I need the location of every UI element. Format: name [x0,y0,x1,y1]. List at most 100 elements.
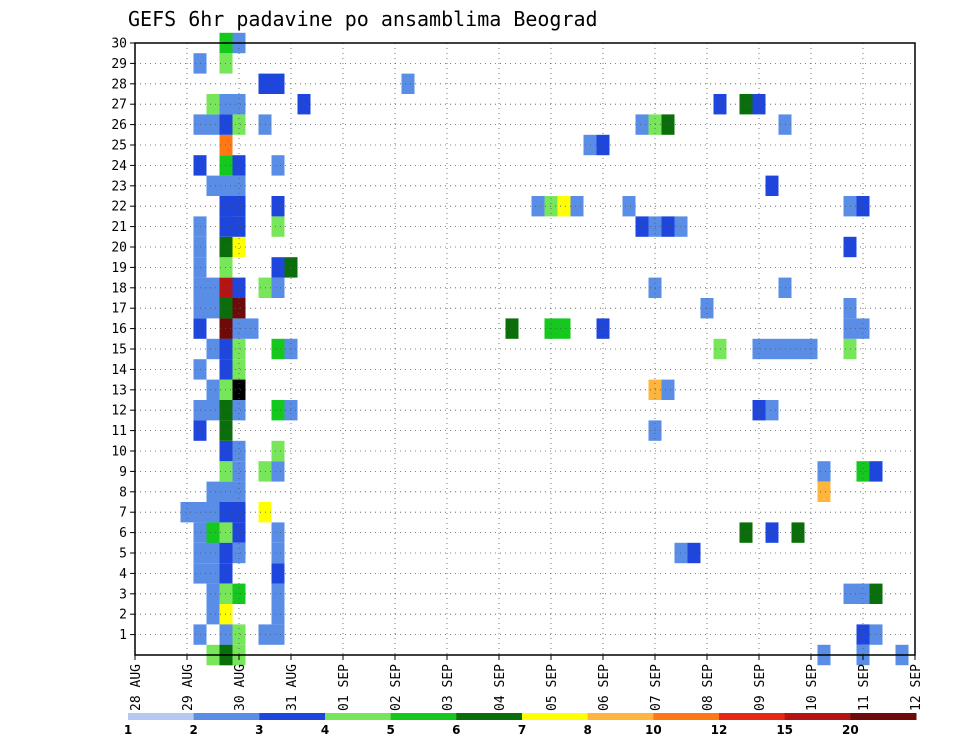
heatmap-cell [232,359,246,380]
heatmap-cell [817,481,831,502]
y-tick-label: 27 [111,98,127,113]
y-axis: 1234567891011121314151617181920212223242… [111,37,135,643]
heatmap-cell [232,216,246,237]
color-legend: 1 2 3 4 5 6 7 8 10 12 15 20 [124,713,917,737]
heatmap-cell [232,236,246,258]
heatmap-cell [570,196,584,217]
x-tick-label: 01 SEP [337,664,352,711]
heatmap-cell [635,216,649,237]
y-tick-label: 13 [111,383,127,398]
y-tick-label: 21 [111,220,127,235]
heatmap-cell [557,318,571,339]
y-tick-label: 9 [119,465,127,480]
y-tick-label: 8 [119,485,127,500]
heatmap-cell [856,196,870,217]
legend-label: 6 [452,723,460,737]
heatmap-cell [271,563,285,584]
heatmap-cell [752,94,766,115]
heatmap-cell [271,277,285,298]
heatmap-cell [661,216,675,237]
legend-swatch [259,713,326,720]
y-tick-label: 16 [111,322,127,337]
y-tick-label: 1 [119,628,127,643]
y-tick-label: 4 [119,567,127,582]
y-tick-label: 29 [111,57,127,72]
x-tick-label: 29 AUG [181,664,196,711]
heatmap-cell [271,440,285,462]
heatmap-cell [206,583,220,604]
heatmap-cell [661,114,675,135]
heatmap-cell [531,196,545,217]
heatmap-cell [232,175,246,196]
y-tick-label: 14 [111,363,127,378]
legend-swatch [390,713,457,720]
legend-swatch [193,713,260,720]
heatmap-cell [206,338,220,360]
heatmap-cell [232,502,246,523]
heatmap-cell [752,400,766,421]
y-tick-label: 5 [119,547,127,562]
heatmap-cell [817,461,831,482]
y-tick-label: 18 [111,281,127,296]
heatmap-cell [206,114,220,135]
y-tick-label: 11 [111,424,127,439]
y-tick-label: 17 [111,302,127,317]
heatmap-cell [232,624,246,645]
heatmap-cell [206,298,220,319]
x-axis: 28 AUG 29 AUG 30 AUG 31 AUG 01 SEP 02 SEP 03 S… [129,655,924,711]
legend-swatch [325,713,392,720]
heatmap-cell [271,338,285,360]
x-tick-label: 06 SEP [597,664,612,711]
y-tick-label: 30 [111,37,127,52]
heatmap-cell [206,604,220,625]
y-tick-label: 2 [119,608,127,623]
heatmap-cell [271,257,285,278]
heatmap-cell [206,563,220,584]
heatmap-cell [206,522,220,543]
heatmap-cell [206,481,220,502]
x-tick-label: 02 SEP [389,664,404,711]
x-tick-label: 07 SEP [649,664,664,711]
heatmap-cell [206,175,220,196]
heatmap-cell [401,73,415,94]
heatmap-cell [206,400,220,421]
legend-label: 15 [776,723,793,737]
heatmap-cell [232,379,246,400]
heatmap-cell [232,440,246,462]
heatmap-cell [271,542,285,564]
heatmap-cell [232,522,246,543]
y-tick-label: 10 [111,445,127,460]
legend-label: 20 [842,723,859,737]
legend-swatch [653,713,720,720]
heatmap-cells [180,32,909,666]
x-tick-label: 10 SEP [805,664,820,711]
legend-label: 7 [518,723,526,737]
heatmap-cell [765,175,779,196]
y-tick-label: 6 [119,526,127,541]
heatmap-cell [687,542,701,564]
heatmap-cell [271,522,285,543]
heatmap-cell [505,318,519,339]
legend-label: 3 [255,723,263,737]
heatmap-cell [791,338,805,360]
heatmap-cell [232,196,246,217]
y-tick-label: 15 [111,343,127,358]
heatmap-cell [271,73,285,94]
legend-swatch [719,713,786,720]
heatmap-cell [297,94,311,115]
legend-label: 12 [711,723,728,737]
y-tick-label: 25 [111,139,127,154]
y-tick-label: 24 [111,159,127,174]
heatmap-cell [206,542,220,564]
legend-label: 10 [645,723,662,737]
x-tick-label: 31 AUG [285,664,300,711]
heatmap-cell [271,604,285,625]
legend-swatch [522,713,589,720]
heatmap-cell [765,338,779,360]
legend-swatch [456,713,523,720]
heatmap-cell [271,461,285,482]
heatmap-cell [765,522,779,543]
heatmap-cell [232,155,246,176]
y-tick-label: 20 [111,241,127,256]
